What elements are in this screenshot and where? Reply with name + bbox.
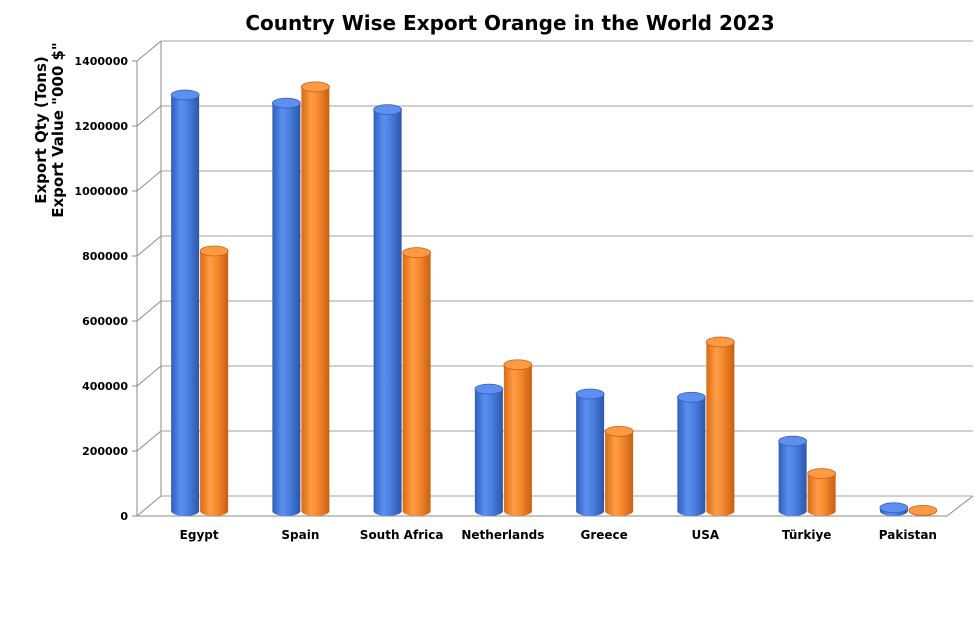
bar-top [402, 247, 432, 259]
bar-body [474, 389, 503, 511]
x-tick-label: Netherlands [461, 528, 544, 542]
y-axis-ticks: 0 200000 400000 600000 800000 1000000 1200000 1… [74, 55, 137, 523]
x-tick-label: Greece [580, 528, 627, 542]
bar-top [676, 391, 706, 403]
bar-top [908, 504, 938, 516]
gridline-side [136, 170, 162, 192]
bar-top [807, 468, 837, 480]
gridline-side [136, 300, 162, 322]
bar-netherlands-series2 [503, 359, 533, 516]
gridline-side [136, 495, 162, 517]
bar-body [503, 364, 532, 511]
bar-body [778, 441, 807, 511]
bar-top [705, 336, 735, 348]
x-tick-label: Pakistan [879, 528, 937, 542]
bar-top [271, 97, 301, 109]
bar-egypt-series1 [170, 89, 200, 516]
x-tick-label: South Africa [360, 528, 444, 542]
bar-top [503, 359, 533, 371]
bar-top [879, 502, 909, 514]
bar-body [677, 397, 706, 511]
x-tick-label: USA [692, 528, 720, 542]
gridline-side [136, 365, 162, 387]
bar-usa-series2 [705, 336, 735, 516]
bar-spain-series1 [271, 97, 301, 516]
chart-frame [136, 40, 974, 517]
y-tick-label: 200000 [82, 445, 128, 458]
bar-southafrica-series1 [373, 104, 403, 516]
chart-title: Country Wise Export Orange in the World … [245, 11, 774, 35]
bar-body [807, 473, 836, 511]
bar-greece-series1 [575, 388, 605, 516]
bar-greece-series2 [604, 425, 634, 516]
gridline-side [136, 105, 162, 127]
bar-top [575, 388, 605, 400]
bar-top [474, 383, 504, 395]
floor-right-edge [946, 495, 974, 517]
y-tick-label: 1400000 [74, 55, 128, 68]
bar-trkiye-series2 [807, 468, 837, 516]
bar-southafrica-series2 [402, 247, 432, 516]
gridlines [136, 40, 973, 517]
bar-netherlands-series1 [474, 383, 504, 516]
y-axis-label-line2: Export Value "000 $" [49, 42, 67, 217]
bar-body [373, 109, 402, 511]
bar-top [300, 81, 330, 93]
gridline-side [136, 40, 162, 62]
bar-body [402, 252, 431, 511]
y-axis-label: Export Qty (Tons) Export Value "000 $" [32, 42, 67, 217]
x-tick-label: Spain [281, 528, 319, 542]
x-axis-categories: Egypt Spain South Africa Netherlands Greece U… [180, 528, 937, 542]
bar-body [171, 95, 200, 511]
bar-top [604, 425, 634, 437]
y-tick-label: 1000000 [74, 185, 128, 198]
y-tick-label: 1200000 [74, 120, 128, 133]
y-tick-label: 800000 [82, 250, 128, 263]
bar-trkiye-series1 [778, 435, 808, 516]
bar-egypt-series2 [199, 245, 229, 516]
bar-top [170, 89, 200, 101]
gridline-side [136, 235, 162, 257]
y-tick-label: 400000 [82, 380, 128, 393]
bar-body [200, 251, 229, 511]
bar-body [605, 431, 634, 511]
bar-body [576, 394, 605, 511]
bar-body [272, 103, 301, 511]
bar-body [301, 86, 330, 511]
bar-pakistan-series1 [879, 502, 909, 516]
bar-spain-series2 [300, 81, 330, 516]
bars [170, 81, 938, 516]
x-tick-label: Türkiye [782, 528, 832, 542]
bar-usa-series1 [676, 391, 706, 516]
y-tick-label: 600000 [82, 315, 128, 328]
y-axis-label-line1: Export Qty (Tons) [32, 56, 50, 204]
x-tick-label: Egypt [180, 528, 219, 542]
bar-top [199, 245, 229, 257]
gridline-side [136, 430, 162, 452]
bar-pakistan-series2 [908, 504, 938, 516]
bar-body [706, 342, 735, 511]
bar-top [778, 435, 808, 447]
bar-top [373, 104, 403, 116]
y-tick-label: 0 [120, 510, 128, 523]
